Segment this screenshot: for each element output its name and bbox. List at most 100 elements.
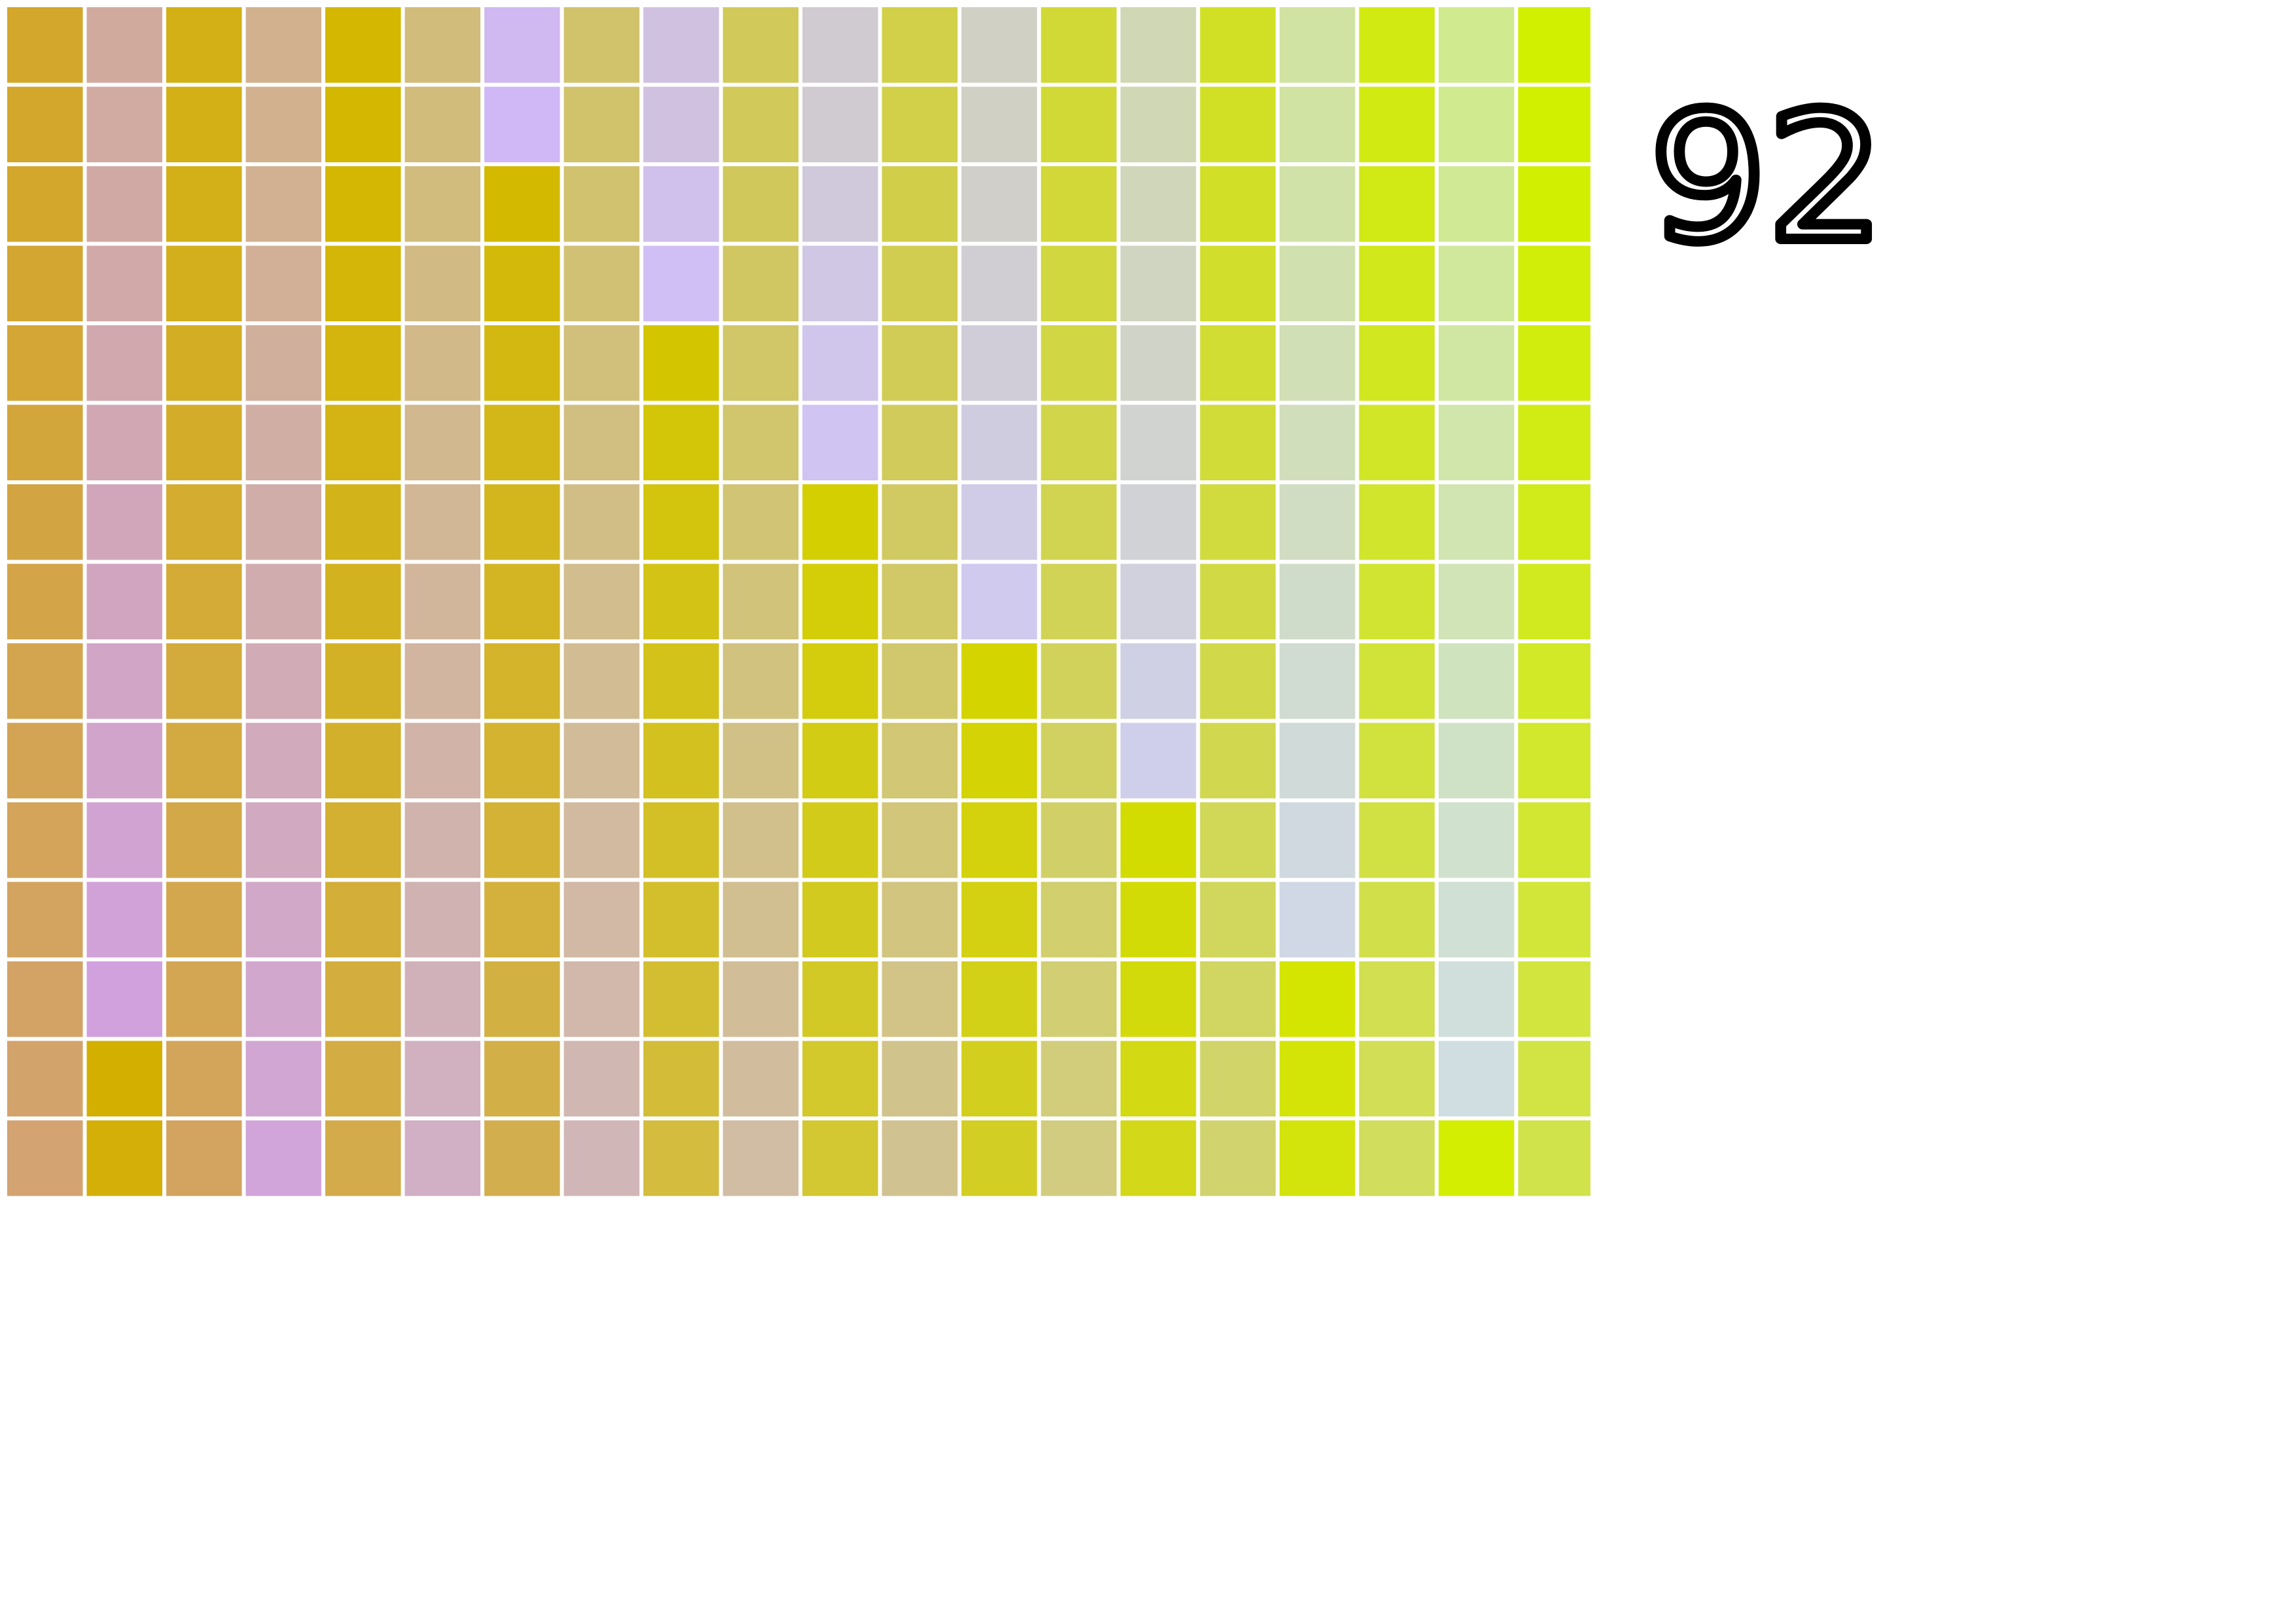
- tile-r8-c5: [325, 563, 401, 639]
- tile-r1-c6: [404, 7, 480, 83]
- tile-r3-c4: [245, 166, 321, 242]
- tile-r3-c3: [166, 166, 242, 242]
- tile-r1-c12: [882, 7, 958, 83]
- tile-r2-c6: [404, 86, 480, 162]
- tile-r11-c8: [564, 802, 639, 878]
- tile-r6-c15: [1121, 404, 1196, 480]
- tile-r9-c8: [564, 643, 639, 719]
- tile-r4-c19: [1439, 245, 1515, 321]
- tile-r2-c11: [802, 86, 878, 162]
- tile-r11-c16: [1200, 802, 1276, 878]
- tile-r4-c12: [882, 245, 958, 321]
- tile-r1-c15: [1121, 7, 1196, 83]
- tile-r7-c12: [882, 484, 958, 560]
- tile-r13-c16: [1200, 961, 1276, 1037]
- tile-r10-c10: [723, 722, 798, 798]
- tile-r10-c15: [1121, 722, 1196, 798]
- tile-r10-c6: [404, 722, 480, 798]
- tile-r4-c20: [1518, 245, 1590, 321]
- tile-r7-c18: [1359, 484, 1435, 560]
- tile-r2-c2: [86, 86, 162, 162]
- tile-r10-c7: [484, 722, 560, 798]
- tile-r14-c5: [325, 1041, 401, 1116]
- tile-r6-c18: [1359, 404, 1435, 480]
- tile-r1-c13: [961, 7, 1037, 83]
- tile-r3-c19: [1439, 166, 1515, 242]
- tile-r8-c12: [882, 563, 958, 639]
- tile-r11-c2: [86, 802, 162, 878]
- tile-r8-c15: [1121, 563, 1196, 639]
- tile-r12-c15: [1121, 882, 1196, 957]
- tile-r12-c19: [1439, 882, 1515, 957]
- tile-r3-c10: [723, 166, 798, 242]
- tile-r7-c7: [484, 484, 560, 560]
- tile-r14-c18: [1359, 1041, 1435, 1116]
- tile-grid: [7, 7, 1590, 1196]
- tile-r1-c17: [1280, 7, 1355, 83]
- tile-r6-c20: [1518, 404, 1590, 480]
- tile-r15-c11: [802, 1120, 878, 1196]
- tile-r8-c4: [245, 563, 321, 639]
- tile-r1-c11: [802, 7, 878, 83]
- tile-r5-c4: [245, 325, 321, 401]
- tile-r15-c1: [7, 1120, 83, 1196]
- tile-r13-c14: [1041, 961, 1117, 1037]
- tile-r12-c2: [86, 882, 162, 957]
- tile-r12-c1: [7, 882, 83, 957]
- tile-r10-c12: [882, 722, 958, 798]
- tile-r6-c1: [7, 404, 83, 480]
- tile-r5-c3: [166, 325, 242, 401]
- tile-r12-c7: [484, 882, 560, 957]
- tile-r10-c18: [1359, 722, 1435, 798]
- tile-r4-c4: [245, 245, 321, 321]
- tile-r1-c18: [1359, 7, 1435, 83]
- tile-r8-c7: [484, 563, 560, 639]
- tile-r13-c10: [723, 961, 798, 1037]
- tile-r4-c8: [564, 245, 639, 321]
- tile-r3-c1: [7, 166, 83, 242]
- tile-r1-c5: [325, 7, 401, 83]
- tile-r9-c20: [1518, 643, 1590, 719]
- tile-r8-c16: [1200, 563, 1276, 639]
- tile-r4-c1: [7, 245, 83, 321]
- tile-r13-c19: [1439, 961, 1515, 1037]
- tile-r5-c18: [1359, 325, 1435, 401]
- tile-r11-c10: [723, 802, 798, 878]
- tile-r5-c19: [1439, 325, 1515, 401]
- tile-r10-c5: [325, 722, 401, 798]
- tile-r15-c4: [245, 1120, 321, 1196]
- tile-r14-c10: [723, 1041, 798, 1116]
- tile-r15-c16: [1200, 1120, 1276, 1196]
- tile-r10-c20: [1518, 722, 1590, 798]
- tile-r15-c12: [882, 1120, 958, 1196]
- tile-r11-c15: [1121, 802, 1196, 878]
- tile-r13-c15: [1121, 961, 1196, 1037]
- tile-r13-c18: [1359, 961, 1435, 1037]
- tile-r7-c6: [404, 484, 480, 560]
- tile-r5-c13: [961, 325, 1037, 401]
- tile-r11-c3: [166, 802, 242, 878]
- tile-r5-c17: [1280, 325, 1355, 401]
- tile-r5-c5: [325, 325, 401, 401]
- tile-r13-c13: [961, 961, 1037, 1037]
- tile-r3-c20: [1518, 166, 1590, 242]
- tile-r8-c10: [723, 563, 798, 639]
- tile-r13-c5: [325, 961, 401, 1037]
- tile-r4-c14: [1041, 245, 1117, 321]
- tile-r5-c10: [723, 325, 798, 401]
- tile-r2-c7: [484, 86, 560, 162]
- tile-r15-c3: [166, 1120, 242, 1196]
- tile-r13-c7: [484, 961, 560, 1037]
- tile-r7-c14: [1041, 484, 1117, 560]
- tile-r9-c6: [404, 643, 480, 719]
- tile-r7-c3: [166, 484, 242, 560]
- tile-r1-c3: [166, 7, 242, 83]
- tile-r4-c7: [484, 245, 560, 321]
- tile-r2-c18: [1359, 86, 1435, 162]
- tile-r10-c3: [166, 722, 242, 798]
- tile-r4-c13: [961, 245, 1037, 321]
- tile-r7-c2: [86, 484, 162, 560]
- tile-r5-c15: [1121, 325, 1196, 401]
- tile-r13-c11: [802, 961, 878, 1037]
